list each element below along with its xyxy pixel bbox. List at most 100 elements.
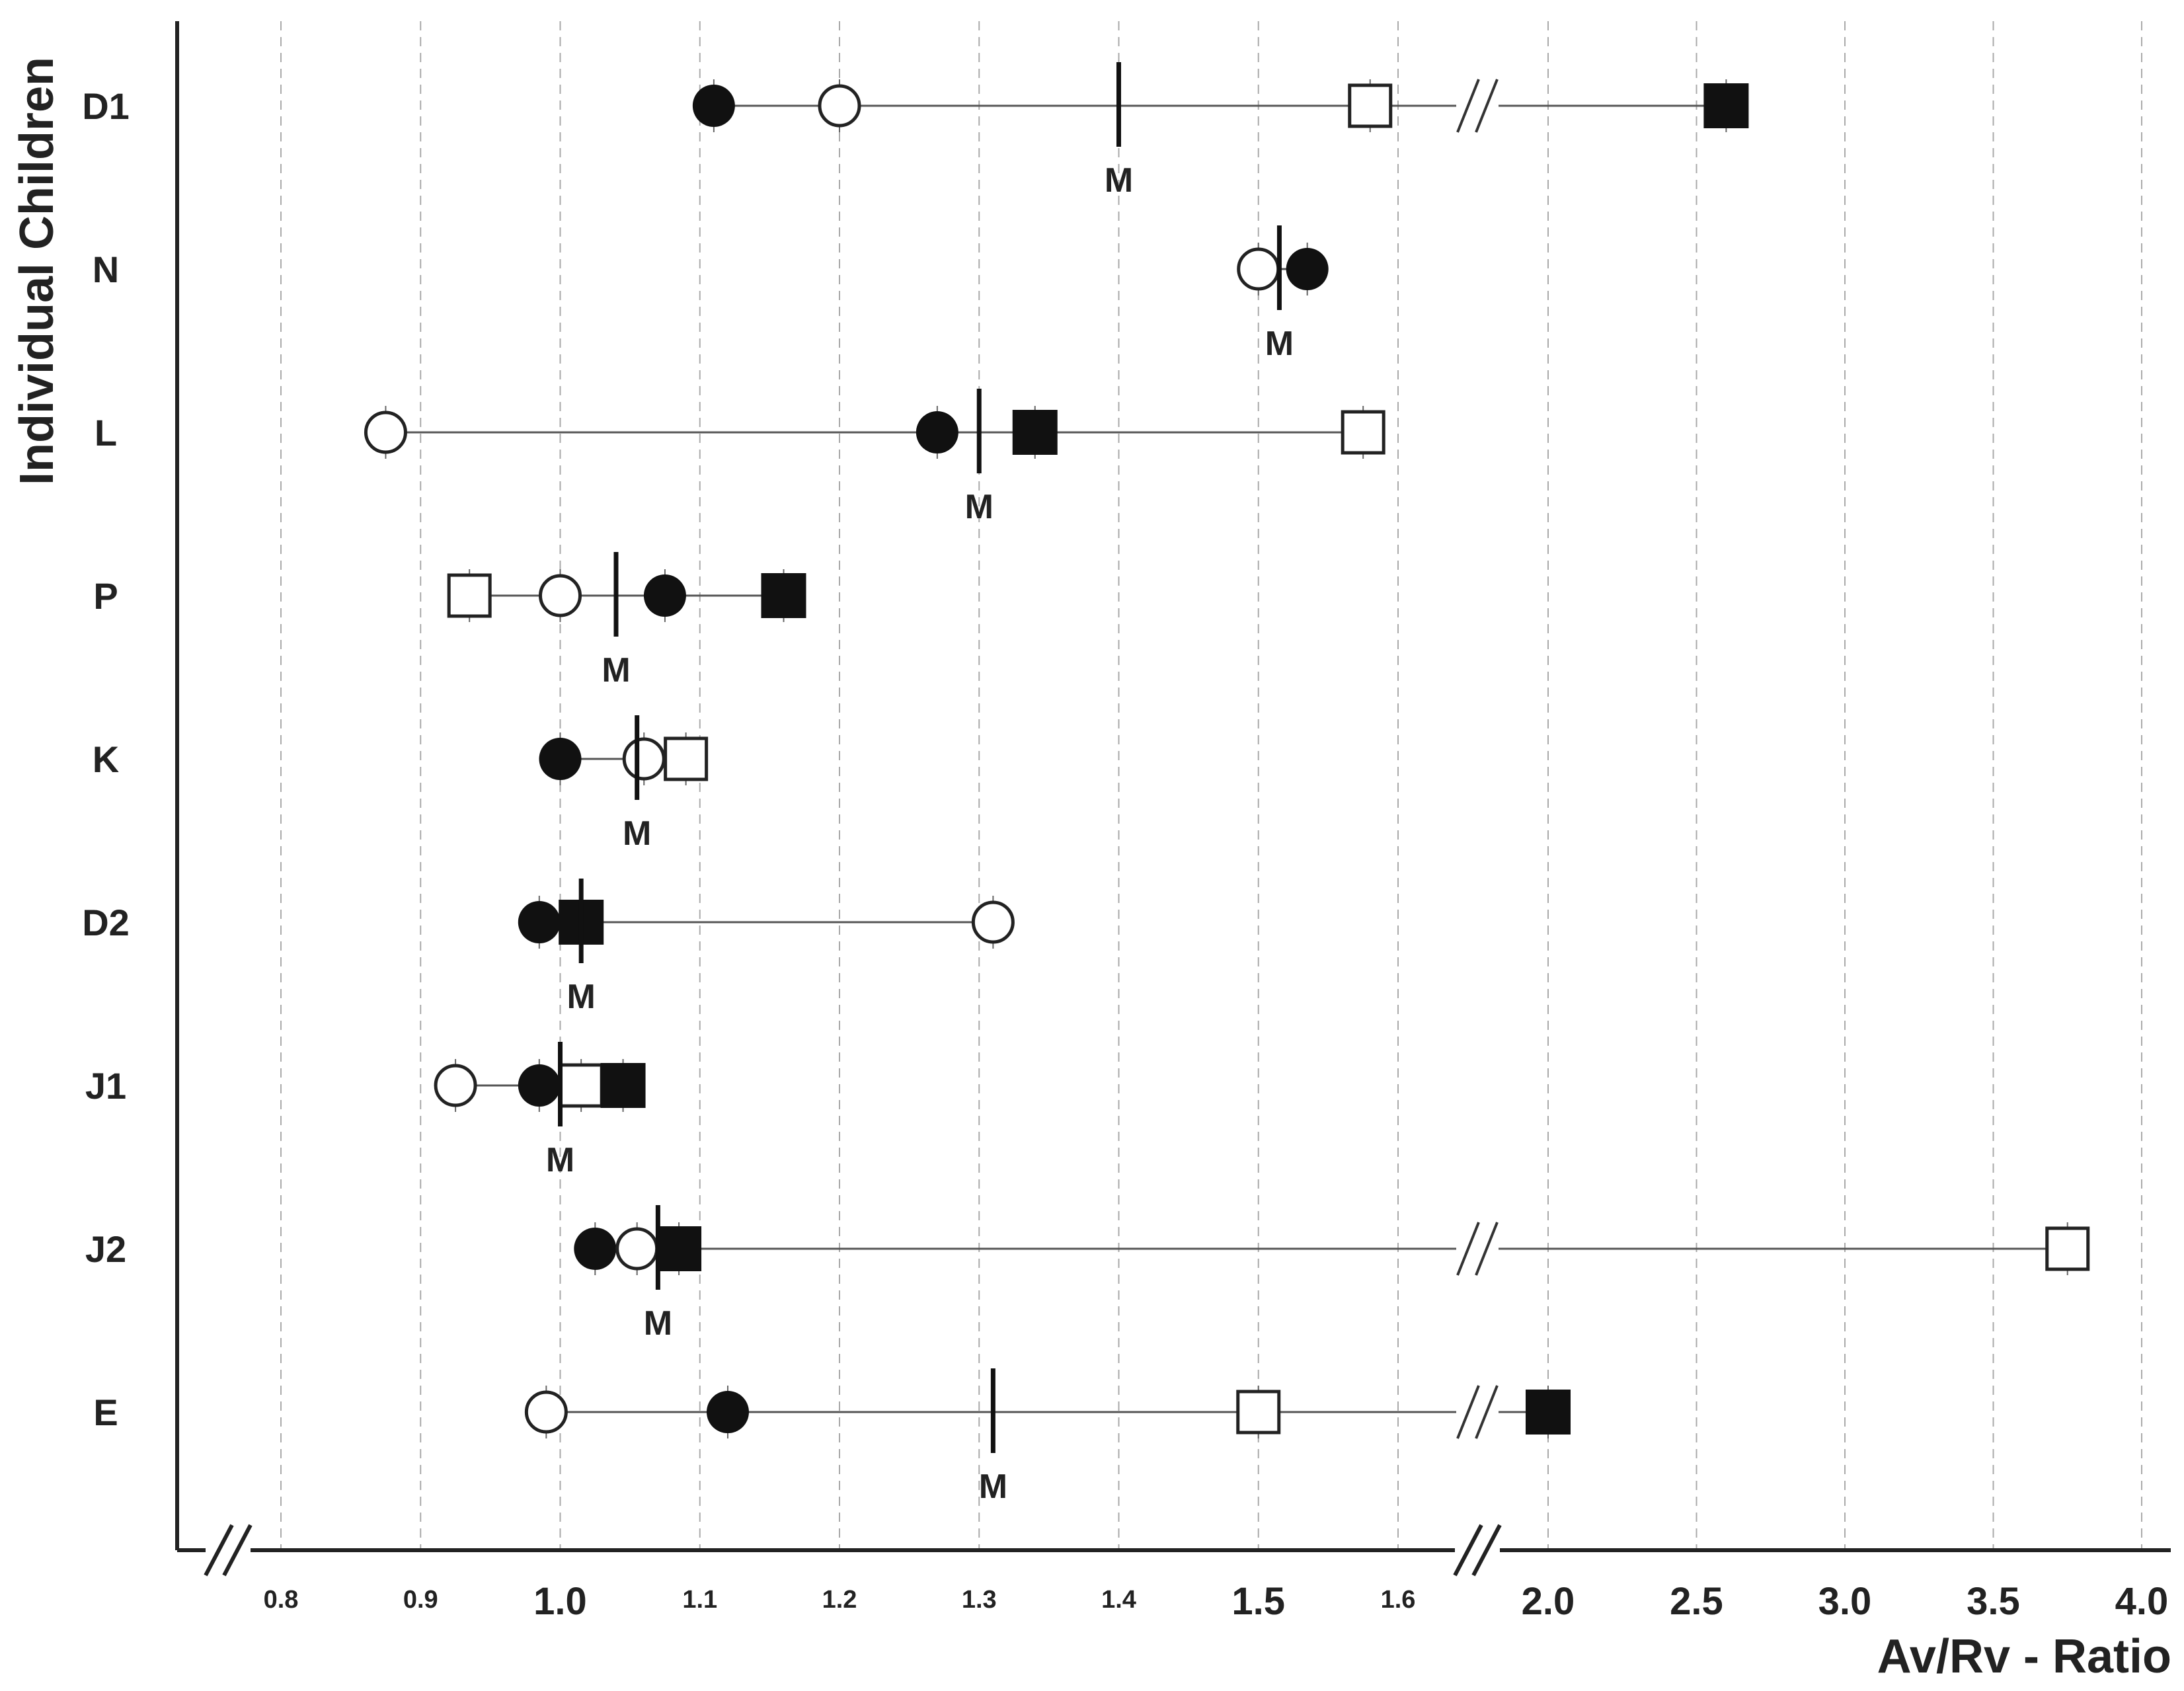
x-tick-label: 1.0 [533,1580,587,1623]
filled-circle-point [518,896,561,949]
open-circle-marker [622,737,666,781]
x-tick-label: 1.6 [1381,1586,1416,1614]
filled-circle-point [692,79,735,132]
y-tick-label: N [93,249,119,290]
filled-circle-marker [518,901,561,943]
filled-circle-marker [518,1064,561,1107]
filled-circle-point [707,1386,749,1438]
x-tick-label: 0.8 [264,1586,299,1614]
mean-label: M [602,651,630,689]
mean-label: M [979,1468,1007,1506]
filled-square-point [600,1059,646,1112]
open-square-marker [1348,83,1393,128]
open-circle-point [524,1386,568,1438]
range-break [1456,79,1499,133]
open-circle-point [622,732,666,785]
open-square-marker [2045,1226,2090,1271]
x-axis-title: Av/Rv - Ratio [1877,1630,2171,1683]
open-square-point [1341,406,1385,459]
axis-breaks [204,1522,1502,1578]
y-tick-label: J2 [85,1228,126,1270]
filled-square-point [1526,1386,1571,1438]
open-circle-marker [364,411,407,454]
y-tick-label: D1 [82,85,130,127]
x-tick-label: 2.5 [1670,1580,1723,1623]
y-tick-label: P [93,575,118,617]
open-circle-point [1237,243,1280,295]
filled-circle-point [539,732,582,785]
filled-square-marker [656,1226,702,1271]
open-circle-marker [539,574,582,617]
filled-circle-marker [574,1228,617,1270]
filled-circle-point [916,406,958,459]
open-circle-marker [1237,247,1280,291]
open-square-point [664,732,709,785]
range-break [1456,1222,1499,1276]
filled-circle-marker [539,738,582,780]
filled-circle-marker [1286,248,1329,290]
break-slash [222,1524,253,1577]
open-circle-point [364,406,407,459]
y-tick-labels: D1 N L P K D2 J1 J2 E [82,85,130,1433]
open-circle-point [615,1222,659,1275]
x-tick-label: 2.0 [1522,1580,1575,1623]
x-axis-break-low [204,1522,253,1578]
open-square-point [1348,79,1393,132]
break-slash [204,1524,234,1577]
y-tick-label: L [95,412,117,453]
mean-label: M [546,1141,574,1179]
filled-circle-marker [692,85,735,127]
filled-square-marker [761,573,806,618]
filled-circle-marker [916,411,958,453]
filled-square-point [1703,79,1749,132]
open-square-marker [559,1063,604,1108]
filled-circle-marker [643,574,686,617]
filled-square-marker [600,1063,646,1108]
filled-square-marker [1703,83,1749,128]
x-tick-label: 3.0 [1818,1580,1872,1623]
open-square-point [1236,1386,1281,1438]
y-tick-label: J1 [85,1065,126,1107]
mean-label: M [965,488,994,526]
open-square-marker [447,573,492,618]
open-circle-point [539,569,582,622]
filled-square-marker [1012,410,1058,455]
open-square-point [2045,1222,2090,1275]
filled-circle-point [643,569,686,622]
mean-label: M [567,978,596,1016]
open-square-point [559,1059,604,1112]
open-circle-point [971,896,1015,949]
open-circle-point [818,79,861,132]
mean-label: M [1105,161,1133,200]
range-lines [385,79,2068,1439]
filled-circle-point [1286,243,1329,295]
open-square-point [447,569,492,622]
break-slash [1456,1222,1480,1276]
mean-label: M [623,814,651,853]
filled-circle-point [574,1222,617,1275]
grid-lines [280,21,2142,1550]
data-marks: M M M M M M M M M [364,62,2090,1506]
y-tick-label: E [93,1392,118,1433]
open-circle-marker [971,900,1015,944]
break-slash [1456,1385,1480,1439]
filled-square-marker [1526,1390,1571,1435]
filled-square-point [656,1222,702,1275]
open-circle-marker [524,1390,568,1434]
break-slash [1453,1524,1483,1577]
break-slash [1456,79,1480,133]
filled-circle-point [518,1059,561,1112]
y-tick-label: D2 [82,902,130,943]
filled-square-point [761,569,806,622]
x-tick-label: 1.1 [682,1586,717,1614]
mean-label: M [1265,325,1294,363]
break-slash [1475,1385,1499,1439]
open-circle-marker [818,84,861,128]
mean-label: M [644,1304,672,1343]
y-axis-title: Individual Children [11,57,63,485]
x-tick-label: 4.0 [2115,1580,2169,1623]
filled-square-point [1012,406,1058,459]
x-tick-label: 1.5 [1231,1580,1285,1623]
x-tick-label: 1.4 [1101,1586,1136,1614]
